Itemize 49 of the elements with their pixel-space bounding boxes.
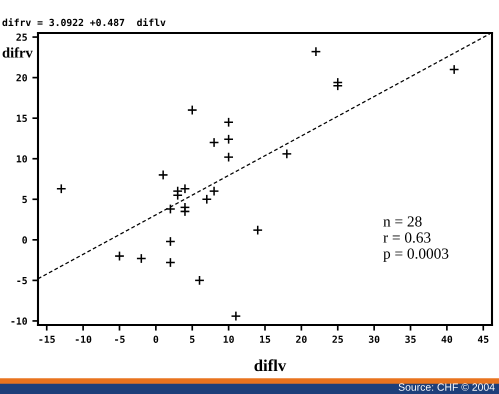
y-tick-label: -10 xyxy=(11,317,27,325)
point xyxy=(136,253,146,264)
point xyxy=(449,64,460,75)
x-tick-label: -10 xyxy=(76,336,92,343)
x-tick-label: 30 xyxy=(368,336,380,343)
point xyxy=(165,204,176,214)
source-note: Source: CHF © 2004 xyxy=(398,383,495,391)
x-tick-label: 5 xyxy=(190,336,195,343)
y-axis-title: difrv xyxy=(2,47,33,58)
annotation: n = 28 xyxy=(383,216,422,227)
x-tick-label: 10 xyxy=(224,336,234,343)
point xyxy=(282,148,292,160)
point xyxy=(187,104,198,116)
point xyxy=(202,194,212,204)
point xyxy=(56,184,66,194)
point xyxy=(158,170,168,180)
point xyxy=(310,46,322,57)
y-tick-label: 25 xyxy=(16,34,27,41)
point xyxy=(230,310,242,322)
chart-title: difrv = 3.0922 +0.487 diflv xyxy=(2,18,166,26)
point xyxy=(252,224,263,236)
point xyxy=(223,134,234,144)
x-tick-label: 20 xyxy=(296,336,307,343)
x-tick-label: 0 xyxy=(154,336,158,343)
point xyxy=(208,186,220,196)
x-tick-label: 15 xyxy=(260,336,270,343)
x-tick-label: 35 xyxy=(405,336,416,343)
point xyxy=(114,250,125,262)
point xyxy=(172,190,183,200)
y-tick-label: 10 xyxy=(16,155,27,163)
point xyxy=(208,137,220,148)
y-tick-label: 15 xyxy=(16,114,27,122)
x-tick-label: 45 xyxy=(478,336,488,343)
x-axis-title: diflv xyxy=(254,359,286,372)
annotation: p = 0.0003 xyxy=(383,248,448,262)
point xyxy=(223,117,234,128)
x-tick-label: 25 xyxy=(332,336,343,343)
y-tick-label: 0 xyxy=(22,236,27,244)
point xyxy=(165,257,176,268)
point xyxy=(165,236,176,247)
x-tick-label: -5 xyxy=(115,336,125,343)
y-tick-label: -5 xyxy=(17,276,27,284)
x-tick-label: -15 xyxy=(39,336,55,343)
x-tick-label: 40 xyxy=(442,336,452,343)
y-tick-label: 5 xyxy=(22,196,27,204)
point xyxy=(223,152,234,162)
point xyxy=(194,275,205,286)
y-tick-label: 20 xyxy=(16,74,27,82)
annotation: r = 0.63 xyxy=(383,232,431,243)
